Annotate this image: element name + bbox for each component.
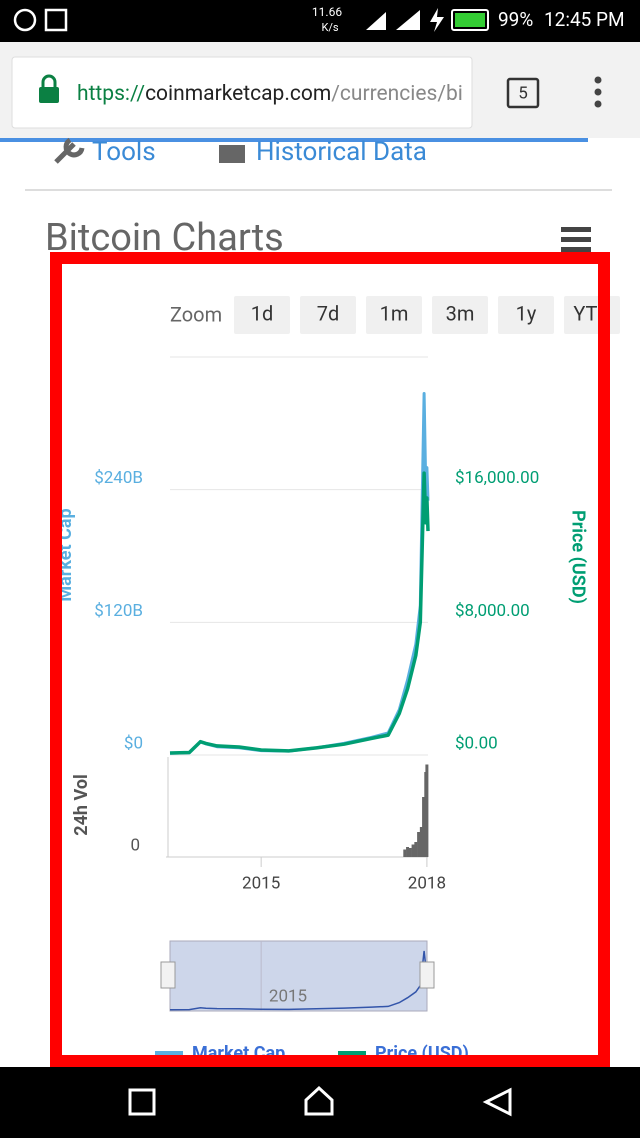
chart-panel	[56, 258, 604, 1064]
menu-dot	[594, 88, 602, 96]
navigator-line	[169, 950, 429, 1011]
menu-dot[interactable]	[594, 76, 602, 84]
volume-bar	[408, 848, 412, 857]
status-bar	[0, 0, 640, 42]
volume-bar	[425, 764, 429, 857]
battery-level	[455, 13, 485, 27]
battery-percent: 99%	[498, 8, 533, 31]
hamburger[interactable]	[561, 227, 591, 252]
tab-count: 5	[518, 83, 528, 103]
zoom-option: 1y	[516, 301, 537, 325]
x-tick-label: 2015	[242, 873, 280, 893]
url-bar[interactable]	[11, 56, 473, 129]
highlight-box	[50, 252, 610, 1067]
volume-tick-label: 0	[130, 835, 140, 855]
speed-unit: K/s	[321, 21, 338, 34]
volume-bar	[411, 844, 415, 857]
url-host: coinmarketcap.com	[145, 82, 331, 106]
url-path: /currencies/bi	[331, 82, 463, 106]
zoom-button[interactable]	[498, 296, 554, 334]
zoom-label: Zoom	[170, 302, 222, 326]
y-tick-label: $0	[124, 733, 143, 753]
zoom-button[interactable]	[300, 296, 356, 334]
lock-shackle	[41, 74, 57, 87]
y-tick-label: $240B	[94, 468, 143, 488]
volume-bar	[419, 827, 423, 857]
volume-bar	[403, 849, 407, 857]
battery-icon	[451, 9, 489, 31]
series-line	[169, 471, 430, 755]
tabs-button[interactable]	[506, 77, 540, 109]
nav-historical[interactable]: Historical Data	[256, 137, 427, 167]
clock: 12:45 PM	[544, 8, 625, 31]
zoom-button[interactable]	[432, 296, 488, 334]
speed: 11.66	[312, 5, 342, 19]
signal-icon	[366, 12, 386, 30]
volume-bar	[414, 842, 418, 857]
x-tick-label: 2018	[408, 873, 446, 893]
table-icon	[219, 145, 245, 163]
volume-label: 24h Vol	[71, 774, 92, 836]
navigator	[169, 940, 428, 1012]
zoom-option: 7d	[317, 301, 340, 325]
charge-icon	[430, 8, 444, 32]
recents-button[interactable]	[128, 1088, 156, 1116]
load-progress	[0, 138, 588, 142]
navigator-handle[interactable]	[160, 961, 176, 989]
back-button[interactable]	[482, 1087, 512, 1117]
navigator-label: 2015	[269, 986, 307, 1006]
lock-icon	[39, 87, 59, 103]
url-scheme: https://	[77, 82, 145, 106]
zoom-button[interactable]	[366, 296, 422, 334]
y2-axis-label: Price (USD)	[567, 510, 588, 604]
y-tick-label: $120B	[94, 601, 143, 621]
signal-icon	[396, 10, 420, 30]
navigator-handle[interactable]	[419, 961, 435, 989]
tools-icon	[54, 137, 85, 164]
whatsapp-icon	[13, 8, 37, 32]
nav-bar	[0, 1067, 640, 1138]
volume-bar	[417, 832, 421, 857]
y2-tick-label: $8,000.00	[455, 601, 530, 621]
zoom-button[interactable]	[234, 296, 290, 334]
chart: Zoom 1d 7d 1m 3m 1y YTD$0$120B$240B$0.00$8,000…	[55, 296, 620, 1064]
menu-dot	[594, 100, 602, 108]
y2-tick-label: $0.00	[455, 733, 498, 753]
volume-bar	[422, 797, 426, 857]
nav-tools[interactable]: Tools	[92, 137, 156, 167]
zoom-option: 1m	[380, 301, 409, 325]
home-button[interactable]	[304, 1085, 334, 1116]
zoom-option: 1d	[251, 301, 274, 325]
y2-tick-label: $16,000.00	[455, 468, 539, 488]
image-icon	[44, 8, 68, 32]
volume-bar	[406, 847, 410, 857]
zoom-option: 3m	[446, 301, 475, 325]
url: https://coinmarketcap.com/currencies/bi	[77, 82, 463, 106]
